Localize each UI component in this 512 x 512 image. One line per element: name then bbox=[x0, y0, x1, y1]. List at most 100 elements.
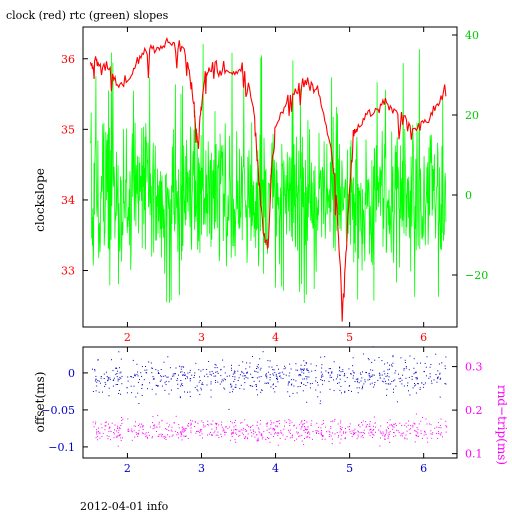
rnd-trip-point bbox=[171, 435, 173, 437]
rnd-trip-point bbox=[322, 435, 324, 437]
offset-point bbox=[283, 368, 285, 370]
rnd-trip-point bbox=[361, 422, 363, 423]
rnd-trip-axis-label: rnd−trip(ms) bbox=[495, 385, 509, 465]
y-tick-label: 34 bbox=[61, 194, 75, 207]
offset-point bbox=[222, 359, 224, 361]
offset-point bbox=[161, 385, 163, 387]
rnd-trip-point bbox=[359, 432, 361, 434]
offset-point bbox=[273, 383, 274, 385]
offset-point bbox=[280, 377, 282, 379]
rnd-trip-point bbox=[378, 429, 380, 431]
rnd-trip-point bbox=[190, 422, 192, 424]
offset-point bbox=[411, 376, 413, 377]
rnd-trip-point bbox=[330, 421, 332, 423]
offset-point bbox=[400, 377, 401, 379]
offset-point bbox=[153, 378, 155, 380]
rnd-trip-point bbox=[339, 422, 341, 424]
rnd-trip-point bbox=[243, 427, 245, 429]
rnd-trip-point bbox=[304, 427, 306, 429]
offset-point bbox=[330, 368, 331, 370]
offset-point bbox=[95, 375, 97, 377]
rnd-trip-point bbox=[323, 422, 325, 424]
offset-point bbox=[232, 373, 234, 375]
rnd-trip-point bbox=[244, 429, 246, 431]
offset-point bbox=[246, 362, 248, 364]
rnd-trip-point bbox=[430, 424, 432, 426]
rnd-trip-point bbox=[296, 427, 298, 429]
rnd-trip-point bbox=[144, 433, 146, 435]
rnd-trip-point bbox=[284, 425, 285, 427]
offset-point bbox=[180, 385, 182, 387]
offset-point bbox=[116, 376, 118, 378]
rnd-trip-point bbox=[395, 435, 397, 437]
offset-point bbox=[365, 371, 367, 373]
rnd-trip-point bbox=[199, 429, 201, 431]
offset-point bbox=[377, 380, 379, 381]
offset-point bbox=[293, 385, 295, 387]
rnd-trip-point bbox=[349, 423, 351, 425]
rnd-trip-point bbox=[320, 427, 322, 429]
rnd-trip-point bbox=[357, 430, 359, 432]
offset-point bbox=[132, 376, 134, 378]
offset-point bbox=[289, 395, 291, 397]
offset-point bbox=[392, 391, 394, 393]
rnd-trip-point bbox=[154, 427, 156, 429]
offset-point bbox=[92, 368, 93, 370]
offset-point bbox=[324, 356, 326, 358]
rnd-trip-point bbox=[320, 433, 322, 434]
offset-point bbox=[257, 371, 259, 373]
rnd-trip-point bbox=[360, 436, 362, 438]
offset-point bbox=[385, 375, 387, 377]
rnd-trip-point bbox=[307, 433, 309, 435]
offset-point bbox=[245, 376, 247, 378]
clockslope-axis-label: clockslope bbox=[33, 168, 47, 232]
rnd-trip-point bbox=[280, 431, 282, 433]
bottom-x-axis: 2 3 4 5 6 bbox=[124, 347, 427, 475]
offset-point bbox=[329, 388, 331, 390]
offset-point bbox=[361, 377, 363, 379]
offset-point bbox=[437, 370, 439, 372]
offset-point bbox=[211, 371, 213, 372]
rnd-trip-point bbox=[416, 431, 418, 433]
rnd-trip-point bbox=[190, 430, 192, 432]
rnd-trip-point bbox=[353, 430, 355, 432]
offset-point bbox=[176, 380, 178, 381]
rnd-trip-point bbox=[375, 426, 377, 428]
offset-point bbox=[322, 375, 324, 377]
rnd-trip-point bbox=[292, 434, 293, 436]
offset-point bbox=[288, 381, 290, 383]
offset-point bbox=[118, 390, 120, 391]
offset-point bbox=[174, 373, 176, 375]
offset-point bbox=[151, 367, 153, 369]
offset-point bbox=[145, 366, 146, 367]
rnd-trip-point bbox=[289, 425, 291, 427]
offset-point bbox=[94, 380, 96, 382]
offset-point bbox=[104, 385, 106, 387]
offset-point bbox=[183, 372, 185, 374]
rnd-trip-point bbox=[328, 430, 330, 432]
offset-point bbox=[303, 383, 305, 385]
rnd-trip-point bbox=[135, 425, 137, 427]
rnd-trip-point bbox=[152, 428, 154, 430]
rnd-trip-point bbox=[101, 427, 103, 429]
rnd-trip-point bbox=[284, 420, 286, 422]
offset-point bbox=[173, 375, 175, 377]
offset-point bbox=[151, 367, 153, 369]
offset-point bbox=[112, 370, 114, 372]
offset-point bbox=[255, 386, 257, 387]
offset-point bbox=[379, 373, 381, 375]
rnd-trip-axis: 0.1 0.2 0.3 bbox=[452, 361, 483, 461]
rnd-trip-point bbox=[366, 425, 368, 427]
rnd-trip-point bbox=[291, 437, 293, 439]
rnd-trip-point bbox=[409, 433, 411, 434]
rnd-trip-point bbox=[329, 431, 331, 433]
rnd-trip-point bbox=[301, 440, 303, 442]
rnd-trip-point bbox=[284, 438, 286, 440]
offset-point bbox=[304, 364, 306, 366]
offset-point bbox=[223, 387, 225, 389]
rnd-trip-point bbox=[316, 433, 317, 434]
offset-point bbox=[374, 382, 376, 383]
offset-point bbox=[362, 371, 363, 373]
rnd-trip-point bbox=[116, 435, 118, 437]
offset-point bbox=[357, 378, 359, 380]
